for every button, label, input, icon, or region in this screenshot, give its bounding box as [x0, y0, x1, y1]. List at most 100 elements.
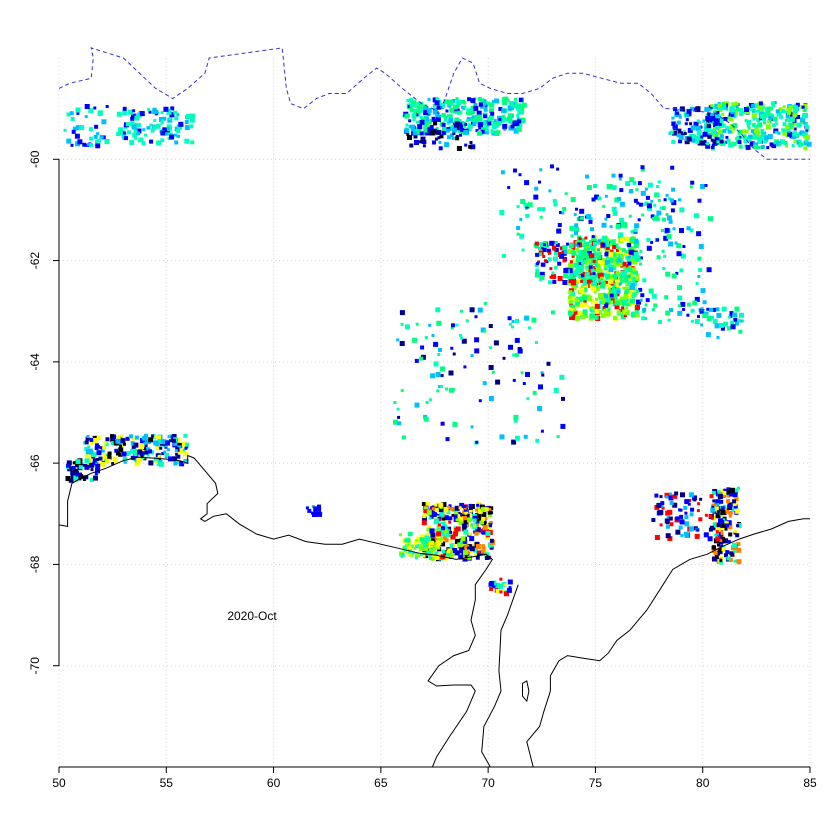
ice-pixel: [785, 114, 790, 119]
ice-pixel: [660, 504, 664, 508]
ice-pixel: [473, 524, 476, 528]
ice-pixel: [487, 119, 491, 123]
ice-pixel: [710, 129, 716, 135]
ice-pixel: [792, 111, 798, 117]
ice-pixel: [457, 542, 463, 548]
ice-pixel: [430, 532, 436, 538]
ice-pixel: [186, 113, 191, 119]
ice-pixel: [443, 524, 448, 529]
ice-pixel: [514, 101, 518, 105]
ice-pixel: [717, 490, 721, 494]
ice-pixel: [455, 97, 459, 101]
ice-pixel: [476, 506, 480, 510]
ice-pixel: [706, 316, 712, 322]
ice-pixel: [728, 532, 733, 537]
ice-pixel: [553, 388, 559, 393]
ice-pixel: [672, 502, 678, 508]
ice-pixel: [485, 101, 490, 106]
ice-pixel: [125, 436, 130, 441]
ice-pixel: [157, 438, 163, 444]
ice-pixel: [619, 250, 623, 254]
ice-pixel: [549, 267, 553, 271]
ice-pixel: [589, 262, 593, 266]
ice-pixel: [406, 546, 410, 550]
ice-pixel: [449, 554, 454, 559]
ice-pixel: [585, 174, 590, 179]
ice-pixel: [159, 446, 163, 450]
ice-pixel: [618, 177, 622, 181]
ice-pixel: [700, 310, 704, 314]
ice-pixel: [647, 205, 652, 211]
ice-pixel: [449, 539, 453, 543]
ice-pixel: [468, 128, 472, 132]
ice-pixel: [449, 133, 454, 138]
ice-pixel: [696, 528, 700, 532]
ice-pixel: [444, 538, 449, 543]
ice-pixel: [139, 444, 145, 449]
ice-pixel: [167, 456, 173, 462]
ice-pixel: [473, 102, 478, 107]
ice-pixel: [481, 520, 487, 526]
ice-pixel: [732, 312, 738, 318]
ice-pixel: [742, 134, 747, 139]
ice-pixel: [110, 437, 116, 443]
ice-pixel: [604, 194, 608, 198]
ice-pixel: [507, 115, 513, 121]
ice-pixel: [420, 103, 424, 107]
ice-pixel: [458, 506, 462, 510]
ice-pixel: [547, 257, 552, 262]
ice-pixel: [122, 110, 128, 116]
ice-pixel: [110, 434, 114, 439]
ice-pixel: [757, 122, 763, 128]
ice-pixel: [152, 109, 158, 115]
ice-pixel: [707, 536, 713, 542]
ice-pixel: [628, 214, 632, 218]
ice-pixel: [473, 105, 479, 111]
ice-pixel: [736, 559, 742, 565]
ice-pixel: [718, 322, 724, 328]
ice-pixel: [579, 253, 584, 257]
ice-pixel: [686, 226, 691, 231]
ice-pixel: [539, 168, 543, 172]
ice-pixel: [671, 122, 676, 126]
ice-pixel: [581, 238, 586, 243]
ice-pixel: [580, 279, 584, 283]
ice-pixel: [440, 541, 446, 547]
ice-pixel: [588, 219, 593, 224]
ice-pixel: [149, 123, 153, 127]
ice-pixel: [173, 461, 178, 466]
ice-pixel: [469, 111, 472, 115]
ice-pixel: [783, 140, 788, 145]
ice-pixel: [443, 555, 449, 561]
ice-pixel: [627, 267, 633, 273]
ice-pixel: [136, 457, 142, 463]
ice-pixel: [695, 139, 700, 144]
ice-pixel: [716, 510, 720, 514]
ice-pixel: [803, 140, 809, 146]
ice-pixel: [630, 230, 634, 234]
ice-pixel: [605, 296, 611, 302]
ice-pixel: [726, 499, 731, 504]
ice-pixel: [455, 134, 459, 138]
ice-pixel: [442, 517, 445, 521]
ice-pixel: [455, 108, 460, 113]
ice-pixel: [733, 110, 738, 116]
ice-pixel: [716, 140, 720, 144]
ice-pixel: [438, 385, 442, 389]
ice-pixel: [75, 473, 79, 477]
ice-pixel: [675, 271, 679, 275]
ice-pixel: [651, 217, 655, 220]
ice-pixel: [511, 320, 515, 323]
ice-pixel: [480, 520, 484, 525]
x-tick-label: 60: [267, 776, 281, 790]
ice-pixel: [573, 271, 579, 277]
ice-pixel: [614, 262, 619, 267]
ice-pixel: [594, 303, 600, 309]
ice-pixel: [801, 113, 807, 119]
ice-pixel: [517, 127, 522, 132]
ice-pixel: [467, 517, 473, 523]
ice-pixel: [458, 554, 464, 560]
ice-pixel: [697, 198, 702, 203]
ice-pixel: [627, 255, 631, 259]
ice-pixel: [442, 126, 446, 131]
